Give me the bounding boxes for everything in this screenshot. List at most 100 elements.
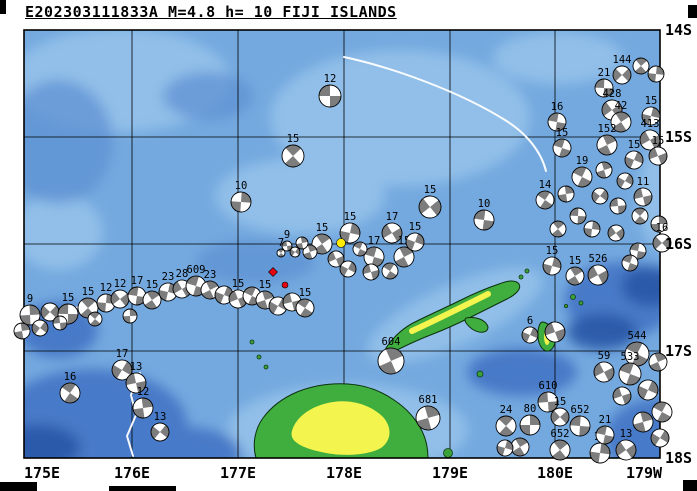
depth-label: 17	[131, 275, 144, 287]
beachball-icon	[593, 361, 615, 383]
beachball-icon	[377, 347, 405, 375]
beachball-icon	[19, 304, 41, 326]
beachball-icon	[633, 187, 653, 207]
island-natewa-peninsula	[464, 317, 489, 333]
depth-label: 7	[278, 237, 284, 249]
depth-label: 13	[620, 428, 633, 440]
beachball-icon	[549, 439, 571, 461]
beachball-icon	[339, 260, 357, 278]
beachball-icon	[641, 106, 661, 126]
beachball-icon	[295, 298, 315, 318]
beachball-icon	[52, 315, 68, 331]
beachball-icon	[418, 195, 442, 219]
depth-label: 59	[598, 350, 611, 362]
beachball-icon	[652, 233, 672, 253]
depth-label: 15	[146, 279, 159, 291]
beachball-icon	[571, 166, 593, 188]
beachball-icon	[13, 322, 31, 340]
depth-label: 17	[386, 211, 399, 223]
depth-label: 10	[235, 180, 248, 192]
depth-label: 42	[615, 100, 628, 112]
depth-label: 21	[598, 67, 611, 79]
beachball-icon	[381, 262, 399, 280]
beachball-icon	[40, 302, 60, 322]
depth-label: 17	[368, 235, 381, 247]
screen-artifact	[688, 5, 697, 18]
beachball-icon	[583, 220, 601, 238]
beachball-icon	[281, 144, 305, 168]
small-islands	[249, 268, 584, 458]
depth-label: 23	[204, 269, 217, 281]
depth-label: 12	[114, 278, 127, 290]
depth-label: 12	[137, 386, 150, 398]
beachball-icon	[595, 161, 613, 179]
beachball-icon	[521, 326, 539, 344]
depth-label: 15	[344, 211, 357, 223]
viti-levu-highlands	[291, 401, 390, 455]
depth-label: 610	[539, 380, 558, 392]
depth-label: 15	[82, 286, 95, 298]
beachball-icon	[621, 254, 639, 272]
depth-label: 6	[527, 315, 533, 327]
beachball-icon	[150, 422, 170, 442]
beachball-icon	[616, 172, 634, 190]
beachball-icon	[405, 232, 425, 252]
beachball-icon	[612, 386, 632, 406]
beachball-icon	[632, 411, 654, 433]
beachball-icon	[595, 425, 615, 445]
beachball-icon	[268, 296, 288, 316]
depth-label: 15	[409, 221, 422, 233]
screen-artifact	[683, 480, 697, 491]
beachball-icon	[565, 266, 585, 286]
depth-label: 28	[176, 268, 189, 280]
beachball-icon	[110, 289, 130, 309]
depth-label: 23	[162, 271, 175, 283]
depth-label: 14	[539, 179, 552, 191]
depth-label: 609	[187, 264, 206, 276]
depth-label: 9	[284, 229, 290, 241]
depth-label: 15	[569, 255, 582, 267]
beachball-icon	[631, 207, 649, 225]
depth-label: 15	[299, 287, 312, 299]
beachball-icon	[495, 415, 517, 437]
depth-label: 15	[546, 245, 559, 257]
depth-label: 652	[551, 428, 570, 440]
x-axis-label: 180E	[537, 464, 573, 482]
beachball-icon	[615, 439, 637, 461]
beachball-icon	[537, 391, 559, 413]
beachball-icon	[339, 222, 361, 244]
depth-label: 533	[621, 351, 640, 363]
beachball-icon	[648, 352, 668, 372]
beachball-icon	[607, 224, 625, 242]
x-axis-label: 177E	[220, 464, 256, 482]
x-axis-label: 175E	[24, 464, 60, 482]
depth-label: 10	[478, 198, 491, 210]
y-axis-label: 18S	[665, 449, 692, 467]
beachball-icon	[535, 190, 555, 210]
beachball-icon	[569, 415, 591, 437]
islands	[249, 268, 584, 458]
depth-label: 526	[589, 253, 608, 265]
beachball-icon	[612, 65, 632, 85]
depth-label: 144	[613, 54, 632, 66]
beachball-icon	[650, 428, 670, 448]
depth-label: 15	[554, 396, 567, 408]
y-axis-label: 17S	[665, 342, 692, 360]
depth-label: 652	[571, 404, 590, 416]
beachball-icon	[544, 321, 566, 343]
beachball-icon	[415, 405, 441, 431]
beachball-icon	[127, 286, 147, 306]
beachball-icon	[549, 220, 567, 238]
cmt-marker-red-1	[268, 267, 278, 277]
beachball-icon	[230, 191, 252, 213]
beachball-icon	[557, 185, 575, 203]
x-axis-label: 176E	[114, 464, 150, 482]
depth-label: 152	[598, 123, 617, 135]
cmt-marker-red-2	[281, 281, 289, 289]
beachball-icon	[295, 236, 309, 250]
x-axis-label: 178E	[326, 464, 362, 482]
depth-label: 11	[637, 176, 650, 188]
